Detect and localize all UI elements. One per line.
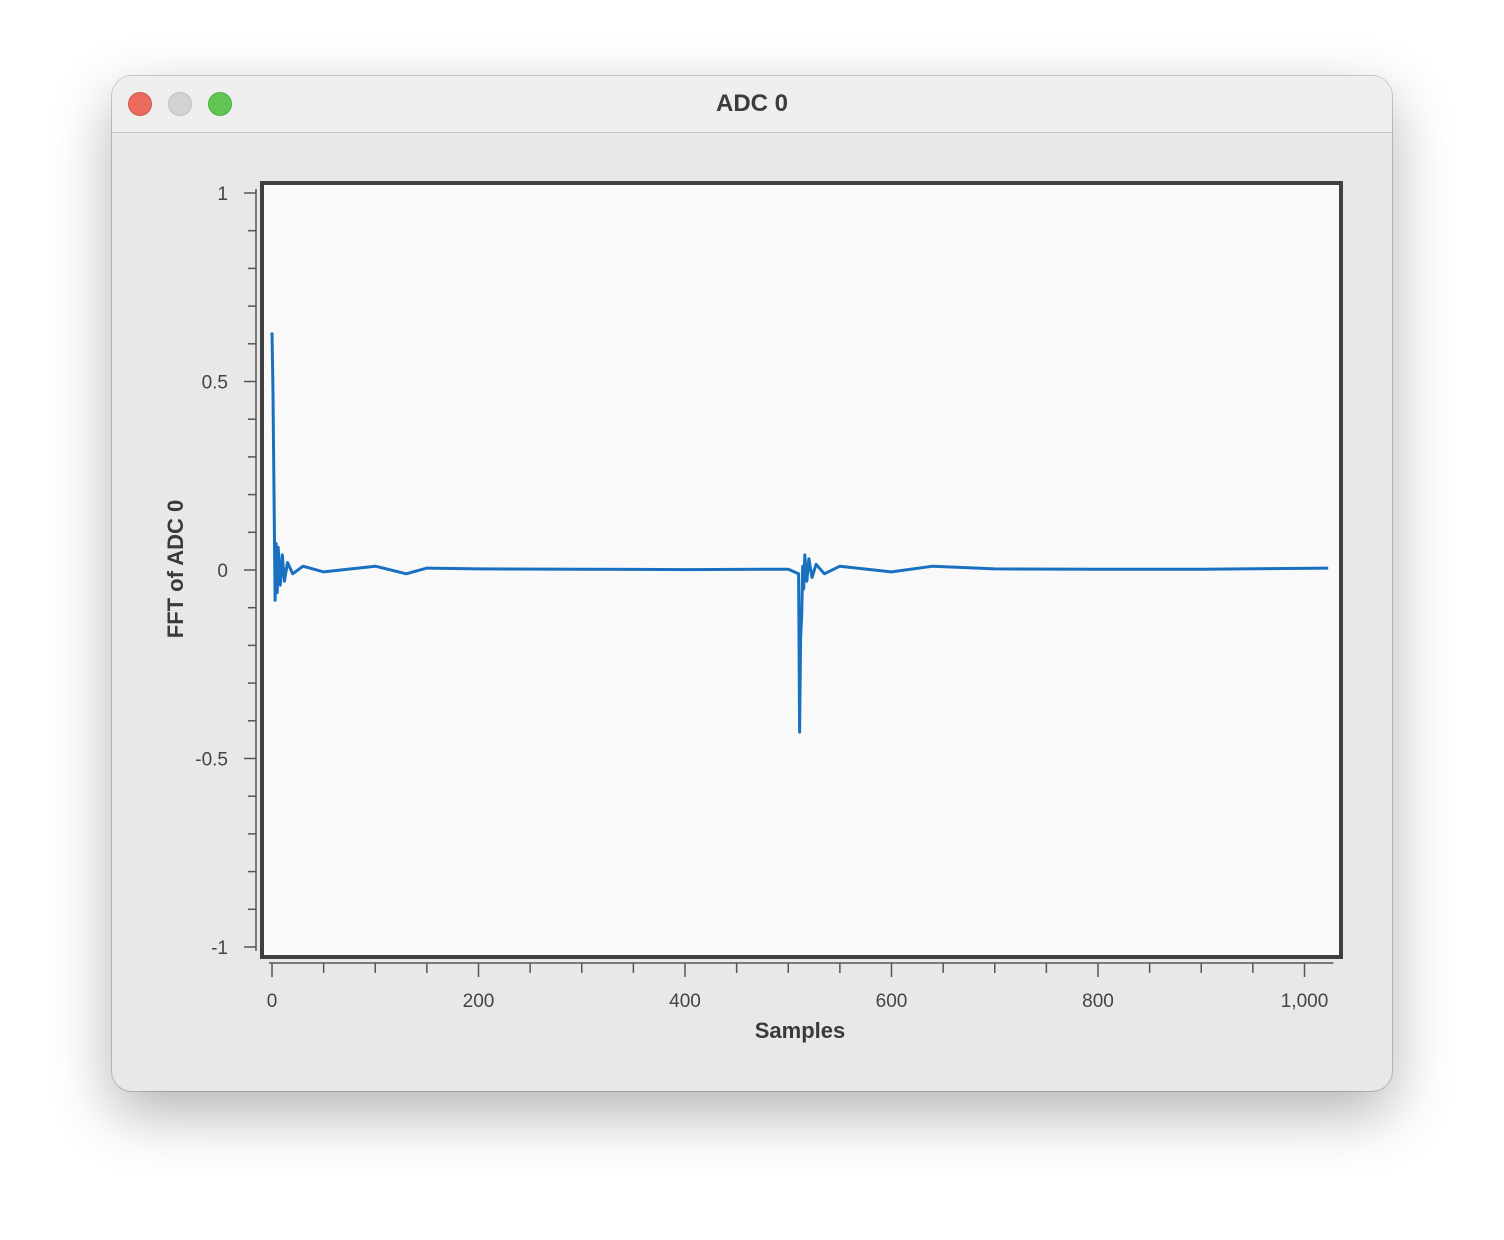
close-icon[interactable]	[128, 92, 152, 116]
x-tick-label: 800	[1082, 991, 1114, 1012]
x-axis-title: Samples	[755, 1018, 846, 1043]
x-tick-label: 1,000	[1281, 991, 1329, 1012]
y-tick-label: 0.5	[202, 373, 228, 394]
y-tick-label: -0.5	[195, 750, 228, 771]
fft-chart: 1 0.5 0 -0.5 -1 0 200 400 600 800 1,000 FFT of AD…	[163, 181, 1343, 1043]
y-axis-title: FFT of ADC 0	[163, 500, 188, 639]
x-axis: 0 200 400 600 800 1,000	[267, 962, 1334, 1012]
app-window: ADC 0 1 0.5 0 -0.5 -1 0 200 400 600 800 1,000 FFT…	[112, 76, 1392, 1091]
x-tick-label: 0	[267, 991, 278, 1012]
x-tick-label: 600	[876, 991, 908, 1012]
x-tick-label: 200	[463, 991, 495, 1012]
y-tick-label: -1	[211, 938, 228, 959]
minimize-icon[interactable]	[168, 92, 192, 116]
window-title: ADC 0	[715, 90, 788, 117]
y-tick-label: 0	[217, 561, 228, 582]
title-bar[interactable]: ADC 0	[112, 76, 1392, 133]
series-line	[270, 332, 1329, 734]
zoom-icon[interactable]	[208, 92, 232, 116]
y-axis: 1 0.5 0 -0.5 -1	[195, 184, 257, 959]
y-tick-label: 1	[217, 184, 228, 205]
x-tick-label: 400	[669, 991, 701, 1012]
